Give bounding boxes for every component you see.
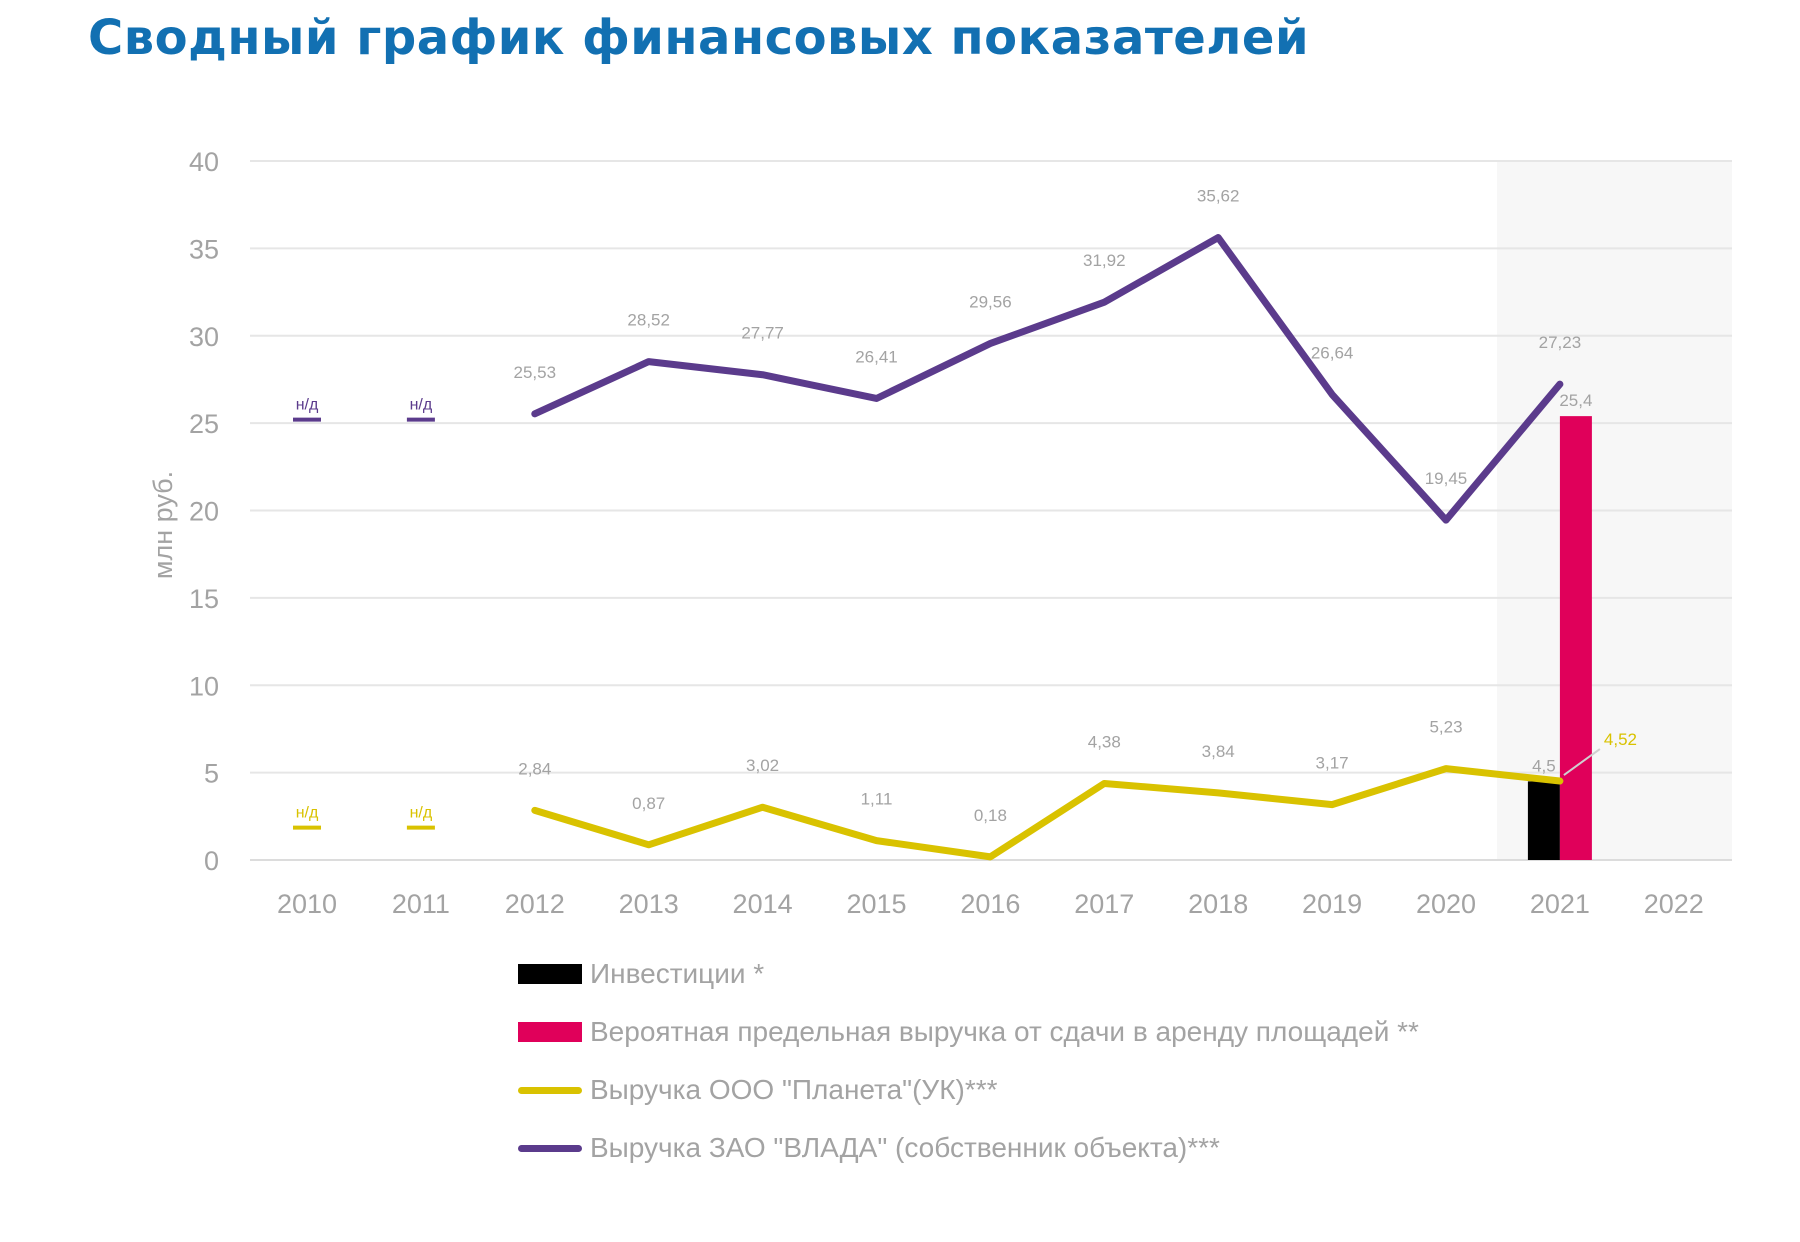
bar-data-label: 4,5 <box>1532 756 1556 775</box>
line-data-label: 26,64 <box>1311 343 1354 362</box>
line-data-label: 1,11 <box>861 790 893 809</box>
legend-swatch-investments <box>518 964 582 984</box>
y-tick-label: 40 <box>189 147 219 177</box>
na-label: н/д <box>410 397 433 414</box>
x-tick-label: 2014 <box>733 889 793 919</box>
bar-data-label: 25,4 <box>1559 391 1592 410</box>
y-axis-label: млн руб. <box>148 471 178 579</box>
x-tick-label: 2020 <box>1416 889 1476 919</box>
legend-label-vlada-revenue: Выручка ЗАО "ВЛАДА" (собственник объекта… <box>590 1132 1220 1163</box>
line-data-label: 28,52 <box>627 311 670 330</box>
y-tick-label: 35 <box>189 234 219 264</box>
legend-label-rental-revenue: Вероятная предельная выручка от сдачи в … <box>590 1016 1419 1047</box>
line-data-label: 4,38 <box>1088 732 1121 751</box>
na-label: н/д <box>296 805 319 822</box>
series-line <box>531 234 1564 524</box>
x-tick-label: 2021 <box>1530 889 1590 919</box>
x-tick-label: 2018 <box>1188 889 1248 919</box>
page-title: Сводный график финансовых показателей <box>88 10 1310 66</box>
x-tick-label: 2010 <box>277 889 337 919</box>
na-label: н/д <box>296 397 319 414</box>
line-data-label: 3,02 <box>746 756 779 775</box>
x-tick-label: 2012 <box>505 889 565 919</box>
legend-swatch-vlada-revenue <box>518 1144 582 1152</box>
legend-item-investments: Инвестиции * <box>518 945 1419 1003</box>
x-tick-label: 2011 <box>392 889 450 919</box>
line-data-label: 27,77 <box>741 324 784 343</box>
legend: Инвестиции * Вероятная предельная выручк… <box>518 945 1419 1177</box>
legend-swatch-planeta-revenue <box>518 1086 582 1094</box>
line-data-label: 35,62 <box>1197 187 1240 206</box>
y-tick-label: 25 <box>189 409 219 439</box>
line-data-label: 0,18 <box>974 806 1007 825</box>
na-label: н/д <box>410 805 433 822</box>
legend-label-planeta-revenue: Выручка ООО "Планета"(УК)*** <box>590 1074 998 1105</box>
legend-item-vlada-revenue: Выручка ЗАО "ВЛАДА" (собственник объекта… <box>518 1119 1419 1177</box>
y-tick-label: 20 <box>189 497 219 527</box>
x-tick-label: 2019 <box>1302 889 1362 919</box>
x-tick-label: 2022 <box>1644 889 1704 919</box>
series-line <box>531 765 1564 861</box>
x-tick-label: 2016 <box>960 889 1020 919</box>
y-tick-label: 5 <box>204 759 219 789</box>
bar <box>1559 416 1592 860</box>
line-data-label: 0,87 <box>632 794 665 813</box>
y-tick-label: 15 <box>189 584 219 614</box>
line-data-label: 2,84 <box>518 759 551 778</box>
y-tick-label: 10 <box>189 671 219 701</box>
line-data-label: 5,23 <box>1429 718 1462 737</box>
y-tick-label: 30 <box>189 322 219 352</box>
legend-swatch-rental-revenue <box>518 1022 582 1042</box>
bar <box>1527 781 1560 860</box>
line-data-label: 4,52 <box>1604 730 1637 749</box>
line-data-label: 29,56 <box>969 292 1012 311</box>
legend-label-investments: Инвестиции * <box>590 958 765 989</box>
y-tick-label: 0 <box>204 846 219 876</box>
x-tick-label: 2013 <box>619 889 679 919</box>
legend-item-planeta-revenue: Выручка ООО "Планета"(УК)*** <box>518 1061 1419 1119</box>
line-data-label: 31,92 <box>1083 251 1126 270</box>
x-tick-label: 2015 <box>846 889 906 919</box>
callout-leader <box>1563 748 1601 776</box>
line-data-label: 26,41 <box>855 347 898 366</box>
line-data-label: 3,84 <box>1202 742 1235 761</box>
line-data-label: 3,17 <box>1316 754 1349 773</box>
line-data-label: 27,23 <box>1539 333 1582 352</box>
legend-item-rental-revenue: Вероятная предельная выручка от сдачи в … <box>518 1003 1419 1061</box>
line-data-label: 25,53 <box>514 363 557 382</box>
x-tick-label: 2017 <box>1074 889 1134 919</box>
line-data-label: 19,45 <box>1425 469 1468 488</box>
